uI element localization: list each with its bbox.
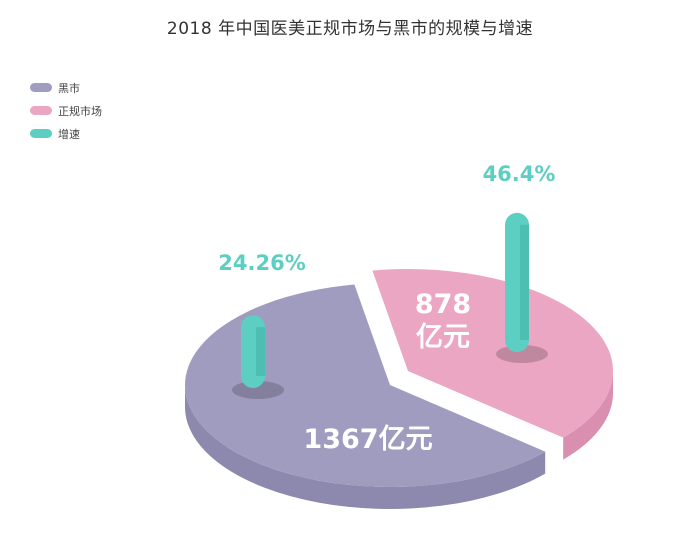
pie-slice-side-regular-market [563,371,613,460]
growth-bar-shadow [232,381,284,399]
chart-title: 2018 年中国医美正规市场与黑市的规模与增速 [167,19,533,39]
growth-bar-regular-market [496,212,548,363]
legend-swatch-black-market [30,83,52,92]
legend-label-regular-market: 正规市场 [58,104,102,118]
legend: 黑市 正规市场 增速 [30,81,102,141]
pie-slices [184,269,613,509]
value-label-black-market: 1367亿元 [303,424,432,455]
value-label-regular-market-unit: 亿元 [416,322,470,353]
growth-label-regular-market: 46.4% [483,162,556,186]
growth-bars [232,212,548,399]
legend-item-regular-market: 正规市场 [30,104,102,118]
legend-item-growth: 增速 [30,127,80,141]
watermark: 百家号/刘询 [560,511,624,526]
pie-slice-side-black-market [184,385,546,509]
legend-label-growth: 增速 [58,127,80,141]
growth-bar-shadow [496,345,548,363]
pie-slice-top-regular-market [372,269,613,438]
value-label-regular-market-number: 878 [415,289,471,320]
pie-slice-black-market [184,284,546,509]
legend-swatch-growth [30,129,52,138]
growth-bar-shade [520,224,529,340]
legend-item-black-market: 黑市 [30,81,80,95]
growth-bar-black-market [232,315,284,399]
pie-slice-regular-market [372,269,613,460]
pie-slice-top-black-market [184,284,546,487]
legend-swatch-regular-market [30,106,52,115]
legend-label-black-market: 黑市 [58,81,80,95]
growth-label-black-market: 24.26% [218,251,305,275]
growth-bar-shade [256,327,265,376]
